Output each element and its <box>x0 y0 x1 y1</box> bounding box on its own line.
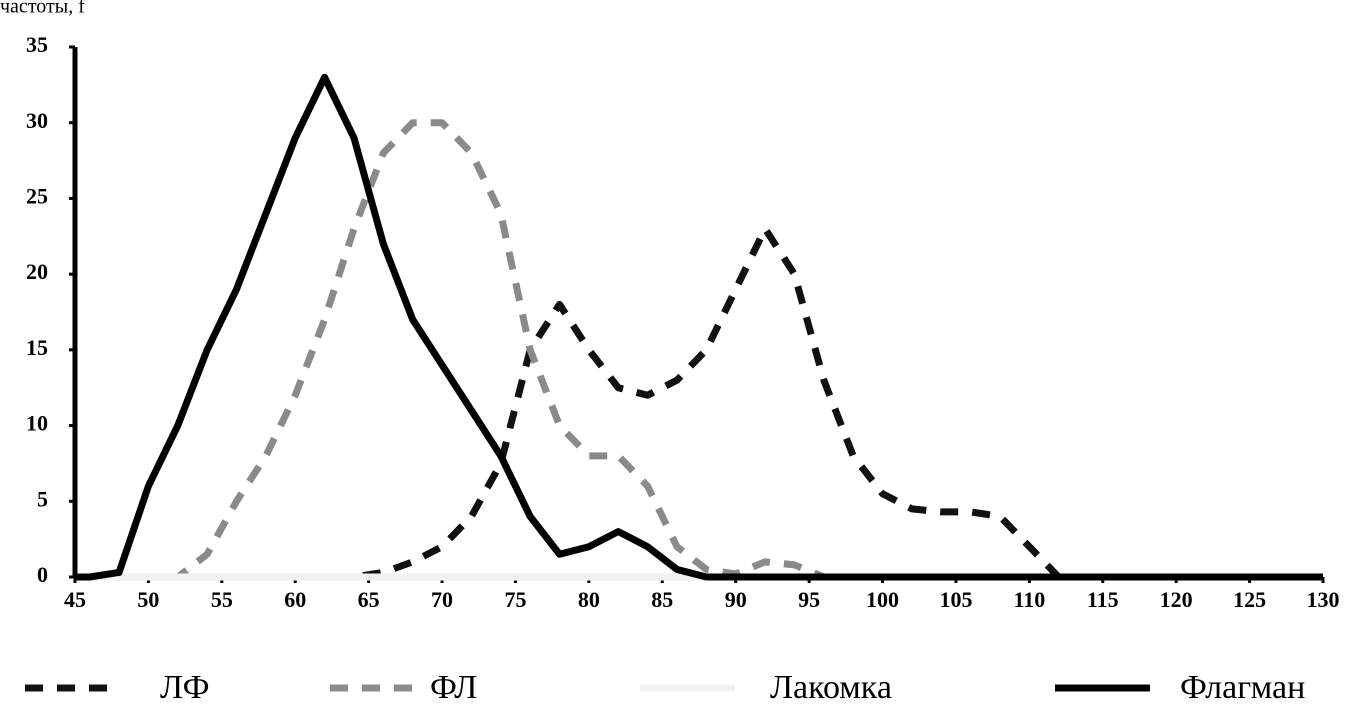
y-tick-label: 10 <box>26 411 48 436</box>
y-tick-label: 30 <box>26 108 48 133</box>
x-tick-label: 100 <box>866 587 899 612</box>
y-tick-label: 0 <box>37 562 48 587</box>
y-tick-label: 15 <box>26 335 48 360</box>
x-tick-label: 95 <box>798 587 820 612</box>
series-line <box>75 73 1323 581</box>
x-tick-label: 105 <box>939 587 972 612</box>
x-tick-label: 115 <box>1087 587 1119 612</box>
x-tick-label: 85 <box>651 587 673 612</box>
x-tick-label: 90 <box>725 587 747 612</box>
x-tick-label: 55 <box>211 587 233 612</box>
x-tick-label: 45 <box>64 587 86 612</box>
x-tick-label: 50 <box>137 587 159 612</box>
legend-label: ЛФ <box>160 669 209 706</box>
x-tick-label: 75 <box>504 587 526 612</box>
x-tick-label: 70 <box>431 587 453 612</box>
series-line <box>75 119 1323 581</box>
y-tick-label: 35 <box>26 32 48 57</box>
x-tick-label: 125 <box>1233 587 1266 612</box>
y-tick-label: 25 <box>26 183 48 208</box>
x-tick-label: 65 <box>358 587 380 612</box>
x-tick-label: 60 <box>284 587 306 612</box>
x-tick-label: 130 <box>1307 587 1340 612</box>
series-line <box>75 225 1323 581</box>
x-tick-label: 110 <box>1013 587 1045 612</box>
y-tick-label: 5 <box>37 486 48 511</box>
y-tick-label: 20 <box>26 259 48 284</box>
x-tick-label: 120 <box>1160 587 1193 612</box>
legend-label: ФЛ <box>430 669 477 706</box>
legend-label: Флагман <box>1180 669 1305 706</box>
legend-label: Лакомка <box>770 669 892 706</box>
x-tick-label: 80 <box>578 587 600 612</box>
y-axis-label: частоты, f <box>0 0 85 18</box>
